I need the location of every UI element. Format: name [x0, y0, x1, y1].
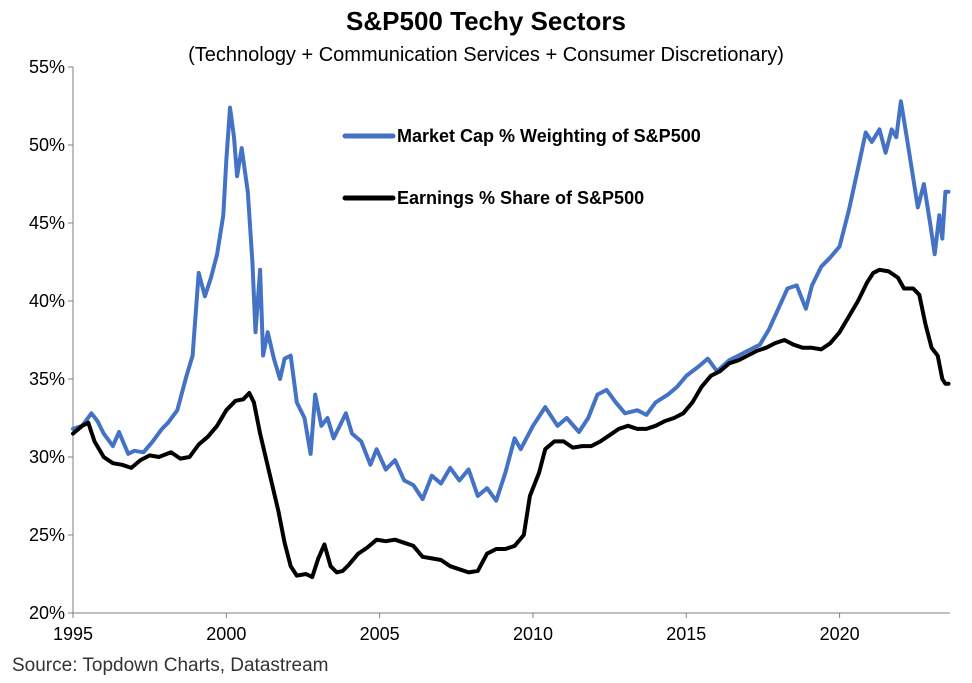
chart-subtitle: (Technology + Communication Services + C… [188, 44, 784, 66]
y-tick-label: 55% [29, 57, 65, 77]
x-tick-label: 2020 [820, 624, 860, 644]
x-tick-label: 2000 [206, 624, 246, 644]
source-note: Source: Topdown Charts, Datastream [12, 655, 329, 676]
legend-label: Earnings % Share of S&P500 [397, 188, 644, 208]
axes: 20% 25% 30% 35% 40% 45% 50% 55% 1995 2000 2005 2010… [29, 57, 950, 644]
series-layer [71, 99, 951, 580]
y-tick-label: 30% [29, 447, 65, 467]
y-tick-label: 20% [29, 603, 65, 623]
series-line-earnings-share-of-s-p500 [71, 267, 951, 580]
chart-title: S&P500 Techy Sectors [346, 6, 626, 36]
x-tick-label: 1995 [53, 624, 93, 644]
x-tick-label: 2015 [666, 624, 706, 644]
y-tick-label: 35% [29, 369, 65, 389]
y-tick-label: 45% [29, 213, 65, 233]
y-tick-label: 40% [29, 291, 65, 311]
legend: Market Cap % Weighting of S&P500 Earnings… [342, 126, 701, 208]
x-tick-label: 2010 [513, 624, 553, 644]
y-tick-label: 50% [29, 135, 65, 155]
x-tick-label: 2005 [360, 624, 400, 644]
y-tick-label: 25% [29, 525, 65, 545]
legend-label: Market Cap % Weighting of S&P500 [397, 126, 701, 146]
series-line-market-cap-weighting-of-s-p500 [71, 99, 951, 503]
